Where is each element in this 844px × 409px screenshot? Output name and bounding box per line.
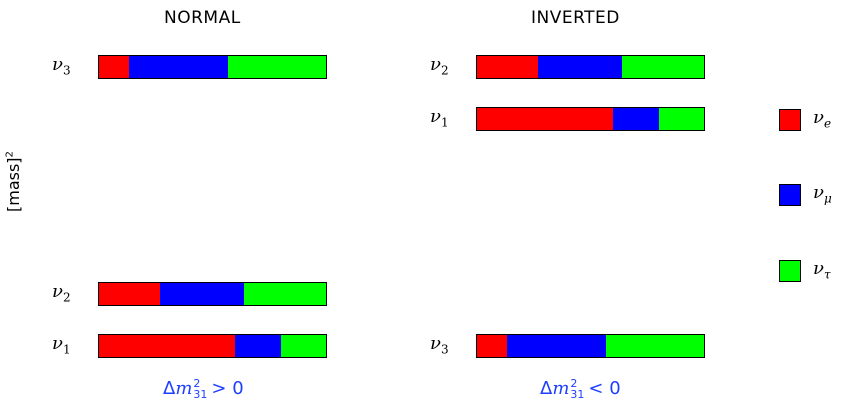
ve-fraction [99, 56, 129, 78]
normal-state-label-0: ν3 [52, 54, 71, 78]
vmu-fraction [506, 335, 607, 357]
legend-swatch-vtau [779, 260, 801, 282]
legend-swatch-ve [779, 109, 801, 131]
ve-fraction [477, 56, 539, 78]
inverted-state-label-1: ν1 [430, 106, 449, 130]
inverted-state-bar-0 [476, 55, 705, 79]
normal-state-bar-1 [98, 282, 327, 306]
ve-fraction [477, 335, 507, 357]
legend-label-vmu: νμ [813, 182, 832, 206]
vtau-fraction [622, 56, 704, 78]
normal-state-label-2: ν1 [52, 333, 71, 357]
vtau-fraction [280, 335, 326, 357]
vmu-fraction [613, 108, 659, 130]
inverted-state-bar-1 [476, 107, 705, 131]
legend-swatch-vmu [779, 184, 801, 206]
inverted-condition: Δm 2 31 < 0 [540, 377, 621, 401]
ve-fraction [477, 108, 614, 130]
vtau-fraction [244, 283, 326, 305]
vmu-fraction [160, 283, 245, 305]
ve-fraction [99, 335, 236, 357]
inverted-state-bar-2 [476, 334, 705, 358]
normal-state-label-1: ν2 [52, 281, 71, 305]
vtau-fraction [606, 335, 704, 357]
legend-label-vtau: ντ [813, 258, 831, 282]
ve-fraction [99, 283, 161, 305]
normal-state-bar-0 [98, 55, 327, 79]
inverted-state-label-0: ν2 [430, 54, 449, 78]
normal-state-bar-2 [98, 334, 327, 358]
mass-axis-label: [mass]2 [4, 151, 23, 212]
vmu-fraction [235, 335, 281, 357]
legend-label-ve: νe [813, 107, 832, 131]
vmu-fraction [128, 56, 229, 78]
inverted-title: INVERTED [531, 8, 620, 28]
inverted-state-label-2: ν3 [430, 333, 449, 357]
vmu-fraction [538, 56, 623, 78]
vtau-fraction [658, 108, 704, 130]
vtau-fraction [228, 56, 326, 78]
normal-title: NORMAL [164, 8, 241, 28]
normal-condition: Δm 2 31 > 0 [163, 377, 244, 401]
